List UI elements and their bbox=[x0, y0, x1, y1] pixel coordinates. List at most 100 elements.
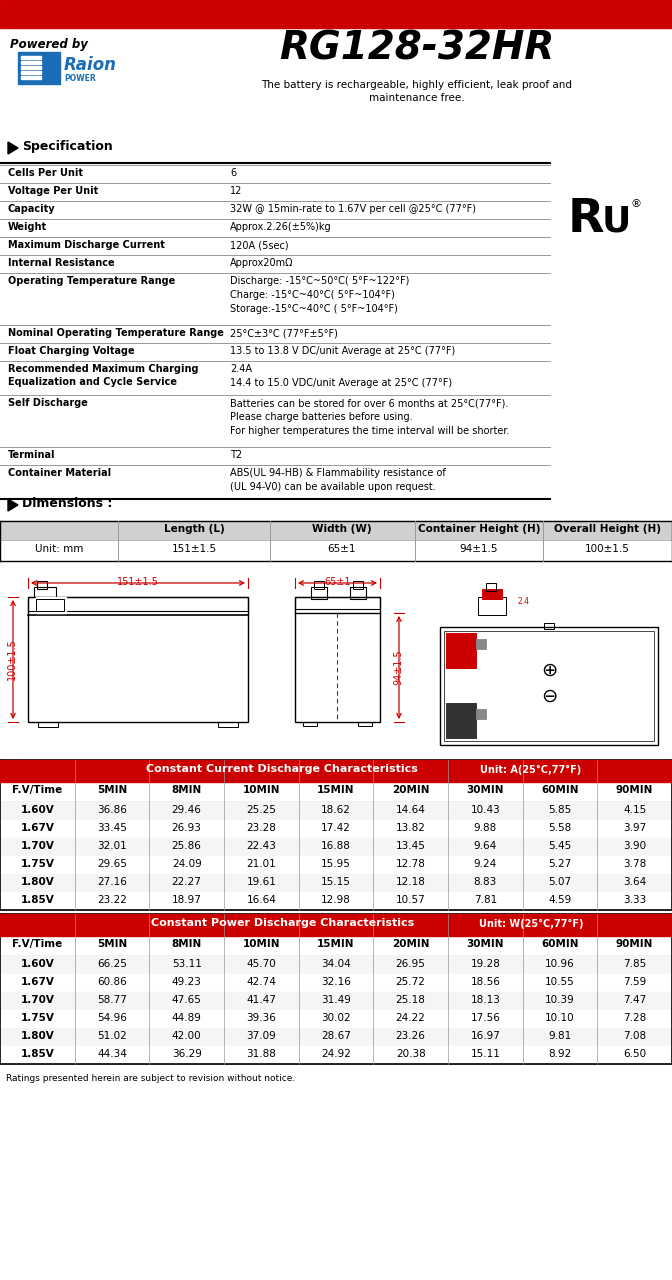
Text: 120A (5sec): 120A (5sec) bbox=[230, 241, 289, 250]
Bar bbox=[0, 0, 672, 28]
Polygon shape bbox=[8, 142, 18, 154]
Text: 66.25: 66.25 bbox=[97, 959, 127, 969]
Text: 1.70V: 1.70V bbox=[20, 995, 54, 1005]
Bar bbox=[0, 936, 672, 956]
Text: Unit: A(25°C,77°F): Unit: A(25°C,77°F) bbox=[480, 765, 581, 776]
Text: 25°C±3°C (77°F±5°F): 25°C±3°C (77°F±5°F) bbox=[230, 328, 338, 338]
Text: 10.55: 10.55 bbox=[545, 977, 575, 987]
Text: 1.67V: 1.67V bbox=[20, 823, 54, 833]
Bar bbox=[44, 56, 56, 79]
Text: Powered by: Powered by bbox=[10, 38, 88, 51]
Text: 24.09: 24.09 bbox=[172, 859, 202, 869]
Bar bbox=[478, 596, 506, 614]
Bar bbox=[18, 52, 60, 84]
Bar bbox=[0, 803, 672, 820]
Text: 18.56: 18.56 bbox=[470, 977, 500, 987]
Text: 13.82: 13.82 bbox=[396, 823, 425, 833]
Text: 8MIN: 8MIN bbox=[171, 785, 202, 795]
Text: 41.47: 41.47 bbox=[247, 995, 276, 1005]
Text: 27.16: 27.16 bbox=[97, 877, 127, 887]
Bar bbox=[303, 722, 317, 726]
Bar bbox=[21, 56, 41, 59]
Bar bbox=[0, 760, 672, 782]
Text: 100±1.5: 100±1.5 bbox=[585, 544, 630, 554]
Text: 29.65: 29.65 bbox=[97, 859, 127, 869]
Text: 5.27: 5.27 bbox=[548, 859, 572, 869]
Text: 10.43: 10.43 bbox=[470, 805, 500, 815]
Text: 4.15: 4.15 bbox=[623, 805, 646, 815]
Text: 42.74: 42.74 bbox=[247, 977, 276, 987]
Text: 25.25: 25.25 bbox=[247, 805, 276, 815]
Text: 5.07: 5.07 bbox=[548, 877, 572, 887]
Text: Ratings presented herein are subject to revision without notice.: Ratings presented herein are subject to … bbox=[6, 1074, 295, 1083]
Text: 10.96: 10.96 bbox=[545, 959, 575, 969]
Text: 30MIN: 30MIN bbox=[466, 785, 504, 795]
Text: 8MIN: 8MIN bbox=[171, 940, 202, 948]
Text: Approx20mΩ: Approx20mΩ bbox=[230, 259, 294, 268]
Text: 5MIN: 5MIN bbox=[97, 940, 127, 948]
Text: 21.01: 21.01 bbox=[247, 859, 276, 869]
Text: 10.39: 10.39 bbox=[545, 995, 575, 1005]
Bar bbox=[36, 599, 64, 611]
Text: 15.95: 15.95 bbox=[321, 859, 351, 869]
Text: 5.58: 5.58 bbox=[548, 823, 572, 833]
Text: 15.11: 15.11 bbox=[470, 1050, 500, 1059]
Bar bbox=[0, 541, 672, 561]
Text: 9.64: 9.64 bbox=[474, 841, 497, 851]
Bar bbox=[21, 67, 41, 69]
Bar bbox=[311, 588, 327, 599]
Text: Discharge: -15°C~50°C( 5°F~122°F)
Charge: -15°C~40°C( 5°F~104°F)
Storage:-15°C~4: Discharge: -15°C~50°C( 5°F~122°F) Charge… bbox=[230, 276, 409, 314]
Text: 14.64: 14.64 bbox=[396, 805, 425, 815]
Text: 31.88: 31.88 bbox=[247, 1050, 276, 1059]
Bar bbox=[0, 956, 672, 974]
Text: 7.81: 7.81 bbox=[474, 895, 497, 905]
Text: 3.90: 3.90 bbox=[623, 841, 646, 851]
Text: 3.78: 3.78 bbox=[623, 859, 646, 869]
Text: 15.15: 15.15 bbox=[321, 877, 351, 887]
Text: 49.23: 49.23 bbox=[172, 977, 202, 987]
Text: 60MIN: 60MIN bbox=[541, 785, 579, 795]
Text: 151±1.5: 151±1.5 bbox=[171, 544, 216, 554]
Text: Internal Resistance: Internal Resistance bbox=[8, 259, 115, 268]
Text: 25.18: 25.18 bbox=[396, 995, 425, 1005]
Text: 7.59: 7.59 bbox=[623, 977, 646, 987]
Text: 4.59: 4.59 bbox=[548, 895, 572, 905]
Text: 18.62: 18.62 bbox=[321, 805, 351, 815]
Text: 39.36: 39.36 bbox=[247, 1012, 276, 1023]
Text: 1.80V: 1.80V bbox=[20, 877, 54, 887]
Bar bbox=[446, 703, 476, 739]
Text: 54.96: 54.96 bbox=[97, 1012, 127, 1023]
Text: Length (L): Length (L) bbox=[163, 524, 224, 534]
Text: 26.93: 26.93 bbox=[172, 823, 202, 833]
Text: 90MIN: 90MIN bbox=[616, 785, 653, 795]
Text: 1.67V: 1.67V bbox=[20, 977, 54, 987]
Text: 10MIN: 10MIN bbox=[243, 940, 280, 948]
Text: Batteries can be stored for over 6 months at 25°C(77°F).
Please charge batteries: Batteries can be stored for over 6 month… bbox=[230, 398, 509, 436]
Text: 36.86: 36.86 bbox=[97, 805, 127, 815]
Text: ®: ® bbox=[630, 198, 642, 209]
Text: 7.28: 7.28 bbox=[623, 1012, 646, 1023]
Text: F.V/Time: F.V/Time bbox=[12, 940, 62, 948]
Text: 12.18: 12.18 bbox=[396, 877, 425, 887]
Text: 9.81: 9.81 bbox=[548, 1030, 572, 1041]
Bar bbox=[0, 838, 672, 856]
Text: Constant Current Discharge Characteristics: Constant Current Discharge Characteristi… bbox=[146, 764, 418, 774]
Text: 42.00: 42.00 bbox=[172, 1030, 202, 1041]
Text: 24.92: 24.92 bbox=[321, 1050, 351, 1059]
Text: 44.34: 44.34 bbox=[97, 1050, 127, 1059]
Bar bbox=[0, 782, 672, 803]
Text: 23.22: 23.22 bbox=[97, 895, 127, 905]
Text: 65±1: 65±1 bbox=[328, 544, 356, 554]
Text: 23.28: 23.28 bbox=[247, 823, 276, 833]
Text: 32.01: 32.01 bbox=[97, 841, 127, 851]
Bar bbox=[0, 1046, 672, 1064]
Text: 65±1: 65±1 bbox=[325, 577, 351, 588]
Text: 18.13: 18.13 bbox=[470, 995, 500, 1005]
Text: 2.4A
14.4 to 15.0 VDC/unit Average at 25°C (77°F): 2.4A 14.4 to 15.0 VDC/unit Average at 25… bbox=[230, 364, 452, 388]
Text: 37.09: 37.09 bbox=[247, 1030, 276, 1041]
Bar bbox=[37, 581, 47, 589]
Text: 1.85V: 1.85V bbox=[20, 895, 54, 905]
Text: Unit: W(25°C,77°F): Unit: W(25°C,77°F) bbox=[478, 919, 583, 929]
Bar bbox=[0, 1010, 672, 1028]
Text: 16.64: 16.64 bbox=[247, 895, 276, 905]
